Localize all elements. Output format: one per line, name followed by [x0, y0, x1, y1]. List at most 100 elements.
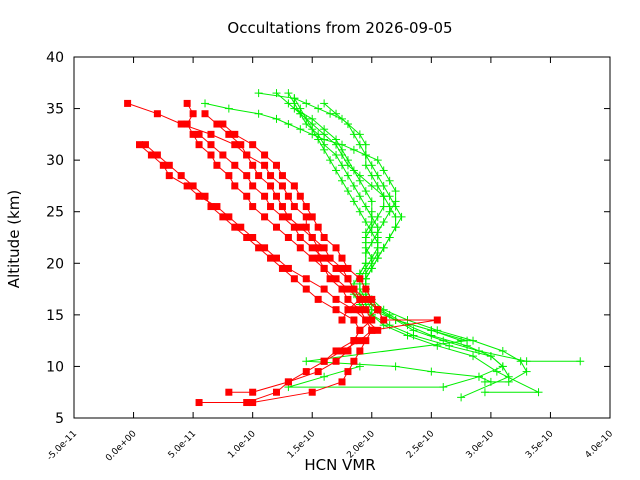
data-point-square — [231, 130, 239, 138]
y-tick-label: 20 — [46, 256, 64, 272]
data-point-square — [344, 368, 352, 376]
series-line — [306, 103, 492, 383]
data-point-square — [320, 234, 328, 241]
data-point-square — [290, 275, 298, 283]
data-point-plus — [439, 383, 448, 392]
data-point-square — [350, 337, 358, 345]
x-tick-label: -5.0e-11 — [45, 429, 79, 463]
data-point-square — [243, 151, 251, 159]
data-point-square — [249, 399, 257, 407]
data-point-square — [278, 182, 286, 190]
data-point-plus — [486, 352, 495, 361]
data-point-square — [296, 244, 304, 252]
data-point-plus — [397, 212, 406, 221]
data-point-plus — [379, 181, 388, 190]
data-point-plus — [361, 140, 370, 149]
plot-area — [124, 89, 585, 407]
red-profile-series — [195, 130, 364, 324]
x-tick-label: 1.0e-10 — [226, 429, 258, 461]
data-point-plus — [385, 233, 394, 242]
data-point-plus — [290, 94, 299, 103]
data-point-plus — [338, 161, 346, 170]
data-point-square — [332, 295, 340, 303]
data-point-square — [147, 151, 155, 159]
data-point-square — [302, 213, 310, 221]
data-point-plus — [349, 197, 358, 206]
data-point-square — [207, 130, 215, 138]
data-point-square — [249, 141, 257, 149]
data-point-square — [344, 295, 352, 303]
data-point-plus — [349, 145, 358, 154]
data-point-plus — [379, 218, 388, 227]
data-point-square — [338, 316, 346, 324]
data-point-plus — [367, 264, 376, 273]
data-point-plus — [361, 259, 370, 268]
data-point-square — [356, 275, 364, 283]
data-point-square — [189, 182, 197, 190]
data-point-square — [356, 326, 364, 334]
y-tick-label: 10 — [46, 359, 64, 375]
data-point-square — [213, 161, 221, 169]
y-tick-label: 30 — [46, 153, 64, 169]
data-point-plus — [272, 89, 281, 98]
data-point-square — [207, 141, 215, 149]
data-point-square — [261, 151, 269, 159]
chart-title: Occultations from 2026-09-05 — [227, 19, 452, 37]
data-point-square — [213, 203, 221, 211]
data-point-plus — [385, 176, 394, 185]
data-point-plus — [361, 150, 370, 159]
y-tick-label: 35 — [46, 102, 64, 118]
data-point-plus — [361, 248, 370, 257]
x-axis-label: HCN VMR — [304, 456, 375, 474]
data-point-square — [165, 161, 173, 169]
data-point-square — [177, 172, 185, 180]
data-point-plus — [284, 99, 293, 108]
data-point-square — [338, 378, 346, 386]
data-point-plus — [534, 388, 543, 397]
data-point-plus — [367, 254, 376, 263]
data-point-plus — [516, 357, 525, 366]
data-point-square — [231, 141, 239, 149]
data-point-plus — [338, 176, 346, 185]
data-point-square — [362, 306, 370, 314]
data-point-plus — [296, 109, 305, 118]
data-point-plus — [504, 372, 513, 381]
data-point-plus — [332, 166, 341, 175]
data-point-plus — [373, 223, 382, 232]
data-point-square — [302, 275, 310, 283]
data-point-plus — [343, 187, 352, 196]
data-point-square — [153, 110, 161, 118]
data-point-square — [332, 306, 340, 314]
x-tick-label: 0.0e+00 — [104, 429, 139, 464]
data-point-square — [308, 254, 316, 262]
data-point-square — [284, 264, 292, 272]
y-tick-label: 25 — [46, 205, 64, 221]
data-point-square — [267, 182, 275, 190]
red-profile-series — [136, 141, 382, 334]
data-point-square — [243, 192, 251, 200]
x-tick-label: 2.5e-10 — [405, 429, 437, 461]
data-point-square — [261, 161, 269, 169]
data-point-plus — [385, 207, 394, 216]
data-point-plus — [355, 207, 364, 216]
data-point-square — [344, 347, 352, 355]
data-point-plus — [343, 120, 352, 129]
data-point-plus — [320, 140, 329, 149]
data-point-plus — [409, 331, 418, 340]
data-point-square — [344, 285, 352, 293]
data-point-plus — [254, 89, 263, 98]
data-point-plus — [522, 367, 531, 376]
data-point-square — [249, 203, 257, 211]
data-point-square — [362, 337, 370, 345]
data-point-square — [201, 192, 209, 200]
data-point-plus — [391, 187, 400, 196]
data-point-square — [249, 182, 257, 190]
data-point-square — [296, 234, 304, 241]
data-point-plus — [361, 228, 370, 237]
data-point-plus — [457, 393, 466, 402]
data-point-square — [278, 213, 286, 221]
data-point-square — [267, 254, 275, 262]
data-point-plus — [302, 357, 311, 366]
data-point-plus — [314, 104, 323, 113]
data-point-plus — [296, 125, 305, 134]
